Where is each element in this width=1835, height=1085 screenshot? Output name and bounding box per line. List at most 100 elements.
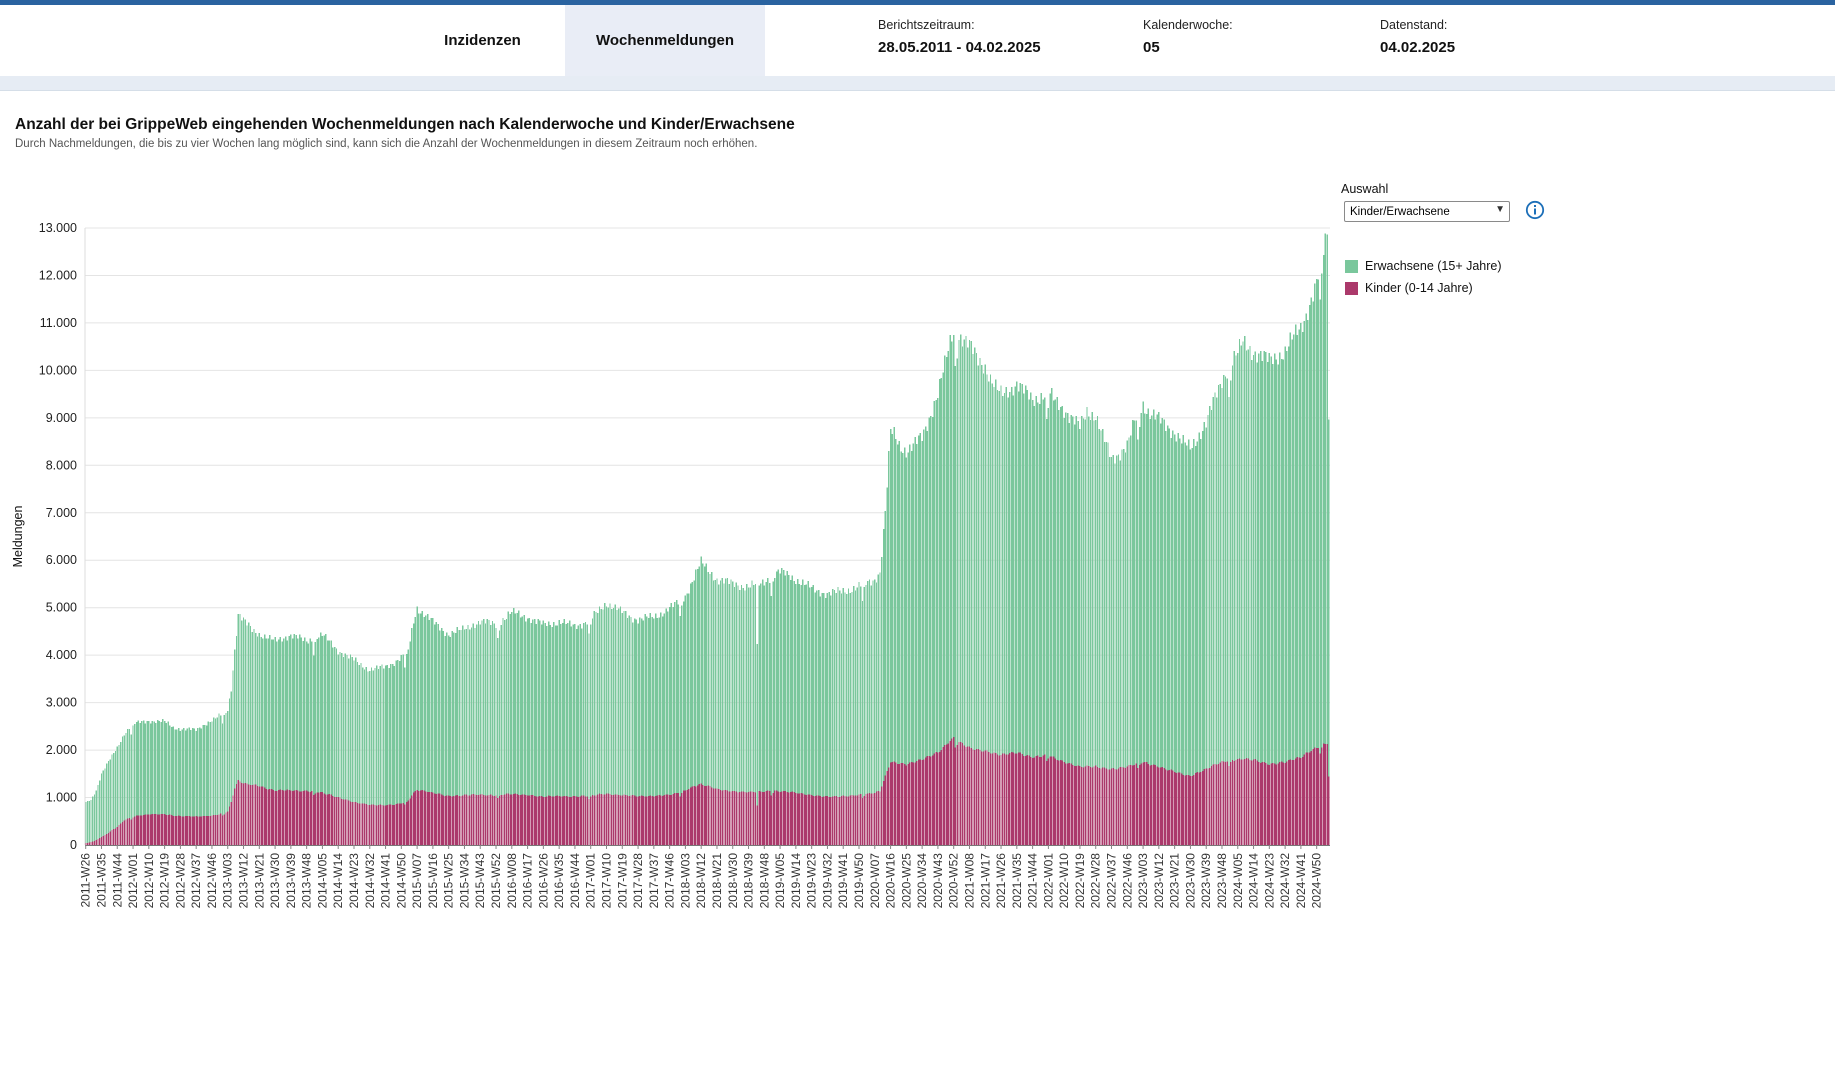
meta-datenstand-value: 04.02.2025 <box>1380 39 1456 56</box>
svg-text:2012-W01: 2012-W01 <box>126 853 140 909</box>
svg-text:2016-W26: 2016-W26 <box>536 853 550 909</box>
svg-text:2020-W34: 2020-W34 <box>915 853 929 909</box>
meta-kalenderwoche-value: 05 <box>1143 39 1160 56</box>
svg-text:2021-W35: 2021-W35 <box>1010 853 1024 909</box>
legend-item-erwachsene[interactable]: Erwachsene (15+ Jahre) <box>1345 259 1502 273</box>
svg-text:2012-W46: 2012-W46 <box>205 853 219 909</box>
svg-text:2021-W17: 2021-W17 <box>978 853 992 909</box>
meta-kalenderwoche-label: Kalenderwoche: <box>1143 18 1233 32</box>
svg-text:2018-W21: 2018-W21 <box>710 853 724 909</box>
svg-text:2019-W14: 2019-W14 <box>789 853 803 909</box>
svg-text:2016-W35: 2016-W35 <box>552 853 566 909</box>
svg-text:2019-W23: 2019-W23 <box>805 853 819 909</box>
svg-text:2016-W08: 2016-W08 <box>505 853 519 909</box>
legend-label-erwachsene: Erwachsene (15+ Jahre) <box>1365 259 1502 273</box>
top-accent-bar <box>0 0 1835 5</box>
svg-text:2024-W41: 2024-W41 <box>1294 853 1308 909</box>
svg-text:2024-W14: 2024-W14 <box>1247 853 1261 909</box>
svg-text:2013-W39: 2013-W39 <box>284 853 298 909</box>
meta-kalenderwoche: Kalenderwoche: 05 <box>1143 18 1233 56</box>
svg-text:8.000: 8.000 <box>46 458 77 472</box>
svg-text:2022-W28: 2022-W28 <box>1089 853 1103 909</box>
svg-text:2018-W03: 2018-W03 <box>678 853 692 909</box>
svg-text:2022-W37: 2022-W37 <box>1105 853 1119 909</box>
svg-text:2015-W52: 2015-W52 <box>489 853 503 909</box>
svg-text:5.000: 5.000 <box>46 601 77 615</box>
meta-berichtszeitraum-label: Berichtszeitraum: <box>878 18 975 32</box>
svg-text:2023-W21: 2023-W21 <box>1168 853 1182 909</box>
svg-text:2018-W30: 2018-W30 <box>726 853 740 909</box>
tab-inzidenzen[interactable]: Inzidenzen <box>444 32 521 49</box>
tab-wochenmeldungen[interactable]: Wochenmeldungen <box>565 5 765 76</box>
svg-text:2011-W26: 2011-W26 <box>79 853 93 908</box>
svg-text:7.000: 7.000 <box>46 506 77 520</box>
svg-text:2017-W10: 2017-W10 <box>599 853 613 909</box>
svg-text:2012-W10: 2012-W10 <box>142 853 156 909</box>
svg-text:2014-W50: 2014-W50 <box>394 853 408 909</box>
svg-text:3.000: 3.000 <box>46 696 77 710</box>
svg-text:2012-W37: 2012-W37 <box>189 853 203 909</box>
svg-text:2017-W28: 2017-W28 <box>631 853 645 909</box>
main-content: Anzahl der bei GrippeWeb eingehenden Woc… <box>0 92 1835 1085</box>
svg-text:Meldungen: Meldungen <box>11 506 25 568</box>
app-header: Inzidenzen Wochenmeldungen Berichtszeitr… <box>0 5 1835 76</box>
svg-text:2023-W03: 2023-W03 <box>1136 853 1150 909</box>
svg-text:2014-W32: 2014-W32 <box>363 853 377 909</box>
svg-text:2015-W25: 2015-W25 <box>442 853 456 909</box>
svg-text:6.000: 6.000 <box>46 553 77 567</box>
header-divider-band <box>0 76 1835 91</box>
svg-text:2024-W50: 2024-W50 <box>1310 853 1324 909</box>
svg-text:2022-W10: 2022-W10 <box>1057 853 1071 909</box>
svg-text:2011-W44: 2011-W44 <box>110 853 124 908</box>
svg-text:9.000: 9.000 <box>46 411 77 425</box>
meta-berichtszeitraum: Berichtszeitraum: 28.05.2011 - 04.02.202… <box>878 18 1041 56</box>
svg-text:2024-W32: 2024-W32 <box>1278 853 1292 909</box>
svg-text:10.000: 10.000 <box>39 363 77 377</box>
svg-text:2023-W39: 2023-W39 <box>1199 853 1213 909</box>
svg-text:2020-W43: 2020-W43 <box>931 853 945 909</box>
svg-text:2020-W07: 2020-W07 <box>868 853 882 909</box>
svg-text:2019-W05: 2019-W05 <box>773 853 787 909</box>
svg-text:2013-W12: 2013-W12 <box>237 853 251 909</box>
svg-text:2020-W25: 2020-W25 <box>899 853 913 909</box>
svg-text:2021-W44: 2021-W44 <box>1026 853 1040 909</box>
svg-text:2016-W17: 2016-W17 <box>521 853 535 909</box>
svg-text:2015-W07: 2015-W07 <box>410 853 424 909</box>
svg-text:2024-W23: 2024-W23 <box>1262 853 1276 909</box>
svg-text:2015-W16: 2015-W16 <box>426 853 440 909</box>
svg-text:2024-W05: 2024-W05 <box>1231 853 1245 909</box>
svg-text:2017-W19: 2017-W19 <box>615 853 629 909</box>
svg-text:2023-W48: 2023-W48 <box>1215 853 1229 909</box>
weekly-reports-chart[interactable]: 0 1.000 2.000 3.000 4.000 5.000 6.000 7.000 8.00… <box>0 215 1370 965</box>
svg-text:2013-W03: 2013-W03 <box>221 853 235 909</box>
meta-datenstand-label: Datenstand: <box>1380 18 1448 32</box>
meta-datenstand: Datenstand: 04.02.2025 <box>1380 18 1455 56</box>
svg-text:2013-W21: 2013-W21 <box>252 853 266 909</box>
svg-text:2018-W12: 2018-W12 <box>694 853 708 909</box>
auswahl-select[interactable]: Kinder/Erwachsene <box>1344 201 1510 222</box>
svg-text:2019-W50: 2019-W50 <box>852 853 866 909</box>
info-icon[interactable] <box>1525 200 1545 220</box>
svg-text:2012-W19: 2012-W19 <box>158 853 172 909</box>
legend-item-kinder[interactable]: Kinder (0-14 Jahre) <box>1345 281 1502 295</box>
page-subtitle: Durch Nachmeldungen, die bis zu vier Woc… <box>15 138 758 150</box>
svg-text:2014-W05: 2014-W05 <box>315 853 329 909</box>
svg-text:2022-W19: 2022-W19 <box>1073 853 1087 909</box>
svg-text:2019-W41: 2019-W41 <box>836 853 850 909</box>
svg-text:2023-W12: 2023-W12 <box>1152 853 1166 909</box>
svg-text:2011-W35: 2011-W35 <box>94 853 108 908</box>
svg-text:2019-W32: 2019-W32 <box>820 853 834 909</box>
svg-text:4.000: 4.000 <box>46 648 77 662</box>
legend-swatch-kinder <box>1345 281 1358 295</box>
auswahl-label: Auswahl <box>1341 182 1389 196</box>
svg-text:2018-W48: 2018-W48 <box>757 853 771 909</box>
svg-text:2014-W14: 2014-W14 <box>331 853 345 909</box>
svg-text:2020-W52: 2020-W52 <box>947 853 961 909</box>
svg-text:2022-W46: 2022-W46 <box>1120 853 1134 909</box>
main-tabs: Inzidenzen Wochenmeldungen <box>400 5 765 76</box>
meta-berichtszeitraum-value: 28.05.2011 - 04.02.2025 <box>878 39 1041 56</box>
svg-text:2018-W39: 2018-W39 <box>742 853 756 909</box>
page-title: Anzahl der bei GrippeWeb eingehenden Woc… <box>15 116 795 133</box>
svg-text:2012-W28: 2012-W28 <box>173 853 187 909</box>
svg-text:2013-W48: 2013-W48 <box>300 853 314 909</box>
